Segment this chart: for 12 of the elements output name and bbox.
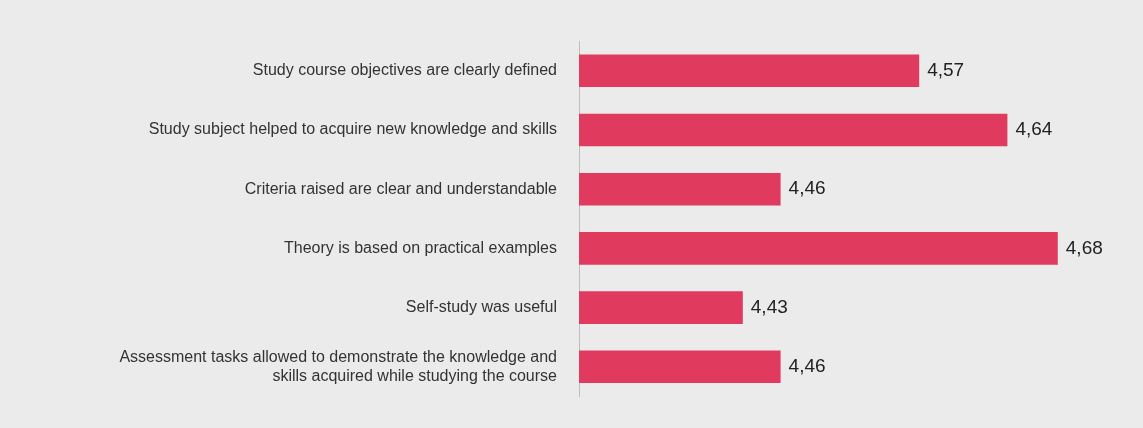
- y-tick-label: Theory is based on practical examples: [283, 238, 557, 256]
- y-tick-label: Assessment tasks allowed to demonstrate the knowledge and skills acquired while studying the course: [119, 347, 558, 384]
- y-tick-label: Study subject helped to acquire new knowledge and skills: [148, 120, 557, 138]
- data-label: 4,46: [788, 177, 826, 199]
- data-label: 4,68: [1065, 236, 1103, 258]
- y-tick-label: Criteria raised are clear and understandable: [244, 179, 558, 197]
- y-tick-label: Self-study was useful: [405, 298, 557, 316]
- data-label: 4,43: [750, 295, 788, 317]
- y-tick-label: Study course objectives are clearly defined: [252, 61, 557, 79]
- data-label: 4,46: [788, 355, 826, 377]
- data-label: 4,57: [927, 59, 965, 81]
- data-label: 4,64: [1015, 118, 1053, 140]
